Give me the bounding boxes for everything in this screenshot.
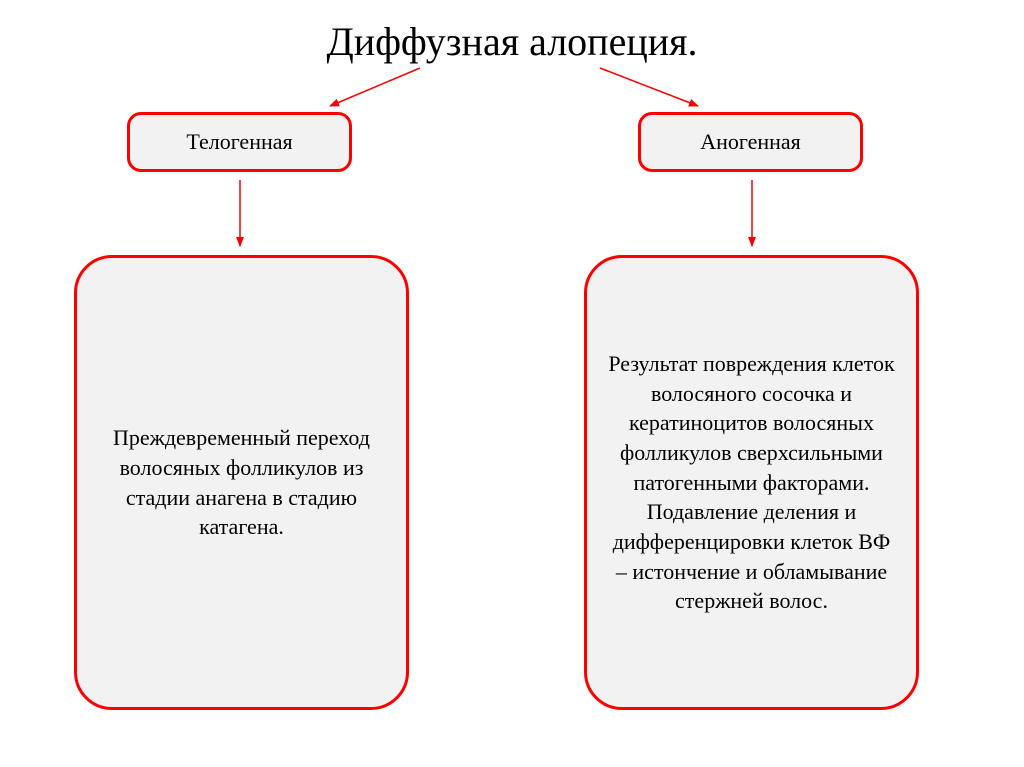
arrow-title-to-left <box>330 68 420 106</box>
box-right-small: Аногенная <box>638 112 863 172</box>
box-left-big-label: Преждевременный переход волосяных фоллик… <box>95 423 388 542</box>
box-left-small-label: Телогенная <box>186 127 292 157</box>
page-title: Диффузная алопеция. <box>0 18 1024 65</box>
arrow-title-to-right <box>600 68 698 106</box>
box-left-small: Телогенная <box>127 112 352 172</box>
box-right-big-label: Результат повреждения клеток волосяного … <box>605 349 898 616</box>
box-right-big: Результат повреждения клеток волосяного … <box>584 255 919 710</box>
box-left-big: Преждевременный переход волосяных фоллик… <box>74 255 409 710</box>
box-right-small-label: Аногенная <box>700 127 801 157</box>
